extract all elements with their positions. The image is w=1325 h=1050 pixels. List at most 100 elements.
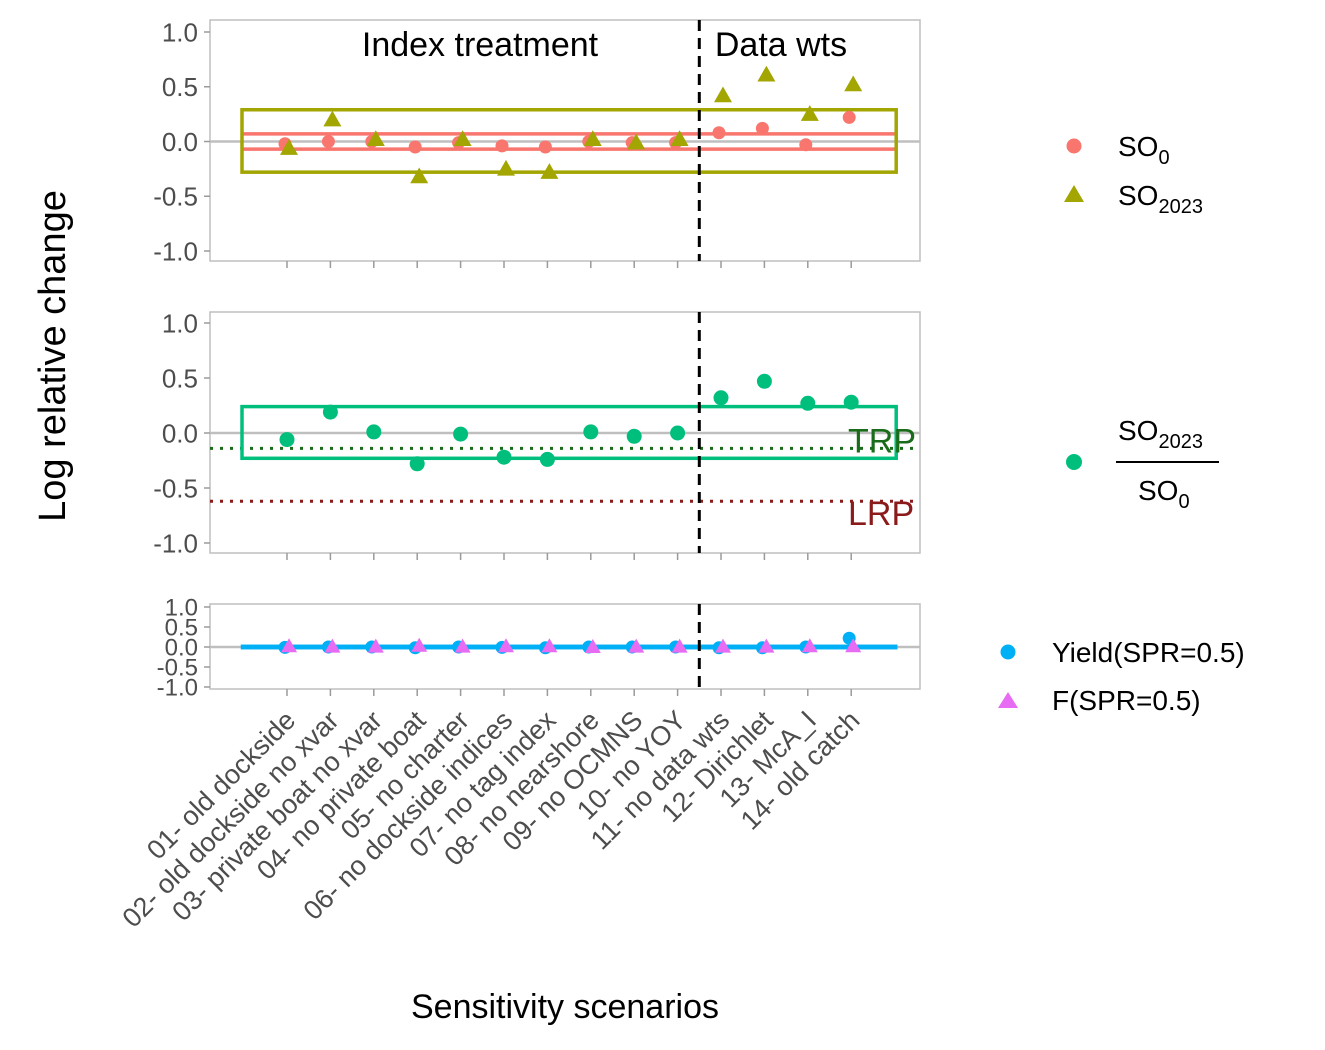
panel-2-plot-area: TRP LRP (210, 312, 920, 553)
y-tick-label: 0.5 (162, 72, 198, 102)
data-point (715, 638, 731, 653)
data-point (454, 638, 471, 653)
y-tick-label: 0.5 (165, 615, 198, 642)
data-point (627, 133, 646, 150)
data-point (539, 451, 555, 467)
data-point (670, 425, 686, 441)
panel-1-ticks: 1.0 0.5 0.0 -0.5 -1.0 (153, 17, 852, 268)
data-point (280, 139, 298, 155)
data-point (367, 638, 384, 653)
data-point (281, 638, 297, 653)
data-point (366, 424, 382, 440)
data-point (757, 65, 776, 82)
legend-panel-3: Yield(SPR=0.5) F(SPR=0.5) (998, 637, 1245, 716)
panel-3-points (278, 631, 862, 655)
data-point (800, 105, 819, 121)
data-point (800, 395, 816, 411)
data-point (541, 638, 558, 653)
y-tick-label: 1.0 (162, 17, 198, 47)
data-point (628, 638, 645, 653)
data-point (453, 130, 472, 147)
panel-1-bands (242, 132, 897, 151)
legend-label-so2023: SO2023 (1118, 180, 1203, 218)
data-point (279, 432, 295, 448)
group-label-data-wts: Data wts (715, 26, 847, 64)
legend-marker-f (998, 692, 1018, 708)
data-point (799, 138, 813, 152)
data-point (584, 639, 601, 653)
data-point (844, 75, 863, 92)
y-tick-label: -1.0 (157, 675, 198, 702)
panel-3-plot-area (210, 604, 920, 689)
data-point (583, 424, 599, 440)
data-point (758, 638, 775, 653)
data-point (495, 139, 509, 153)
data-point (540, 163, 559, 179)
panel-1-plot-area (210, 20, 920, 261)
y-tick-label: -0.5 (153, 182, 198, 212)
legend-marker-so0 (1066, 138, 1082, 154)
data-point (366, 130, 385, 147)
data-point (453, 426, 469, 442)
y-tick-label: -0.5 (157, 655, 198, 682)
legend-label-yield: Yield(SPR=0.5) (1052, 637, 1245, 668)
data-point (410, 167, 429, 184)
data-point (322, 404, 338, 420)
panel-2: 1.0 0.5 0.0 -0.5 -1.0 TRP LRP (153, 308, 921, 560)
y-tick-label: 0.0 (162, 418, 198, 448)
panel-2-ticks: 1.0 0.5 0.0 -0.5 -1.0 (153, 308, 852, 560)
x-axis-label: Sensitivity scenarios (411, 988, 719, 1026)
data-point (714, 86, 732, 103)
data-point (324, 638, 341, 653)
y-tick-label: 0.0 (162, 127, 198, 157)
legend-marker-ratio (1066, 454, 1082, 470)
trp-label: TRP (848, 422, 916, 460)
panel-2-points (279, 373, 859, 472)
y-tick-label: -0.5 (153, 473, 198, 503)
data-point (583, 130, 602, 147)
data-point (842, 110, 856, 124)
panel-1-range-box (240, 107, 898, 174)
panel-1: 1.0 0.5 0.0 -0.5 -1.0 Index treatment Data w… (153, 17, 921, 268)
data-point (713, 390, 729, 406)
panel-1-points (278, 65, 863, 184)
data-point (755, 121, 769, 135)
group-label-index-treatment: Index treatment (362, 26, 599, 64)
legend-label-so0: SO0 (1118, 131, 1170, 169)
y-tick-label: -1.0 (153, 236, 198, 266)
lrp-label: LRP (848, 495, 914, 533)
data-point (671, 638, 688, 653)
data-point (497, 159, 515, 176)
data-point (712, 126, 726, 140)
y-tick-label: 0.0 (165, 635, 198, 662)
data-point (498, 638, 514, 653)
legend-ratio-denominator: SO0 (1138, 475, 1190, 513)
y-axis-label: Log relative change (32, 190, 74, 522)
data-point (408, 140, 422, 154)
data-point (756, 373, 772, 389)
y-tick-label: -1.0 (153, 528, 198, 558)
data-point (409, 456, 425, 472)
panel-3-ticks: 1.00.50.0-0.5-1.0 (157, 595, 852, 702)
panel-3: 1.00.50.0-0.5-1.0 (157, 595, 921, 702)
legend-panel-2: SO2023 SO0 (1066, 415, 1219, 513)
data-point (626, 428, 642, 444)
legend-panel-1: SO0 SO2023 (1064, 131, 1203, 218)
legend-label-f: F(SPR=0.5) (1052, 685, 1201, 716)
data-point (323, 110, 342, 127)
data-point (801, 638, 818, 653)
y-tick-label: 0.5 (162, 363, 198, 393)
y-tick-label: 1.0 (162, 308, 198, 338)
legend-marker-so2023 (1064, 185, 1084, 202)
panel-3-range-box (240, 644, 898, 650)
y-tick-label: 1.0 (165, 595, 198, 622)
data-point (670, 130, 689, 147)
panel-2-reference-lines (210, 446, 920, 503)
data-point (411, 637, 428, 652)
legend-marker-yield (1000, 644, 1016, 660)
data-point (496, 449, 512, 465)
panel-2-range-box (240, 404, 898, 461)
data-point (538, 140, 552, 154)
